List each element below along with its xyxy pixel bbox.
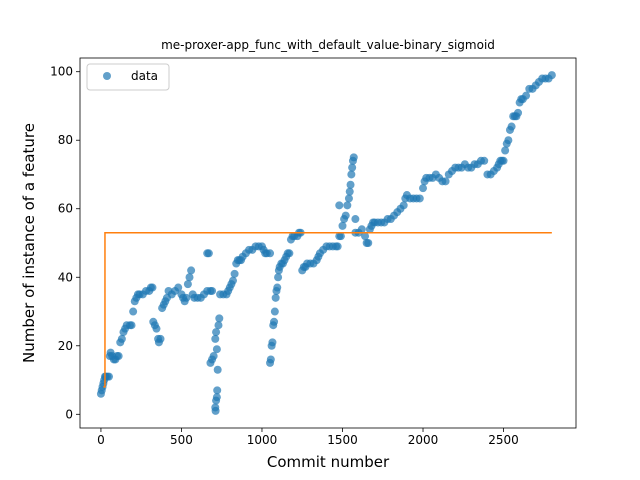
data-point xyxy=(212,345,221,354)
data-point xyxy=(399,201,408,210)
x-tick-label: 0 xyxy=(97,433,105,447)
y-tick-label: 40 xyxy=(58,270,73,284)
data-point xyxy=(441,177,450,186)
legend-box xyxy=(86,63,170,91)
data-point xyxy=(148,283,157,292)
data-point xyxy=(504,136,513,145)
y-axis-label: Number of instance of a feature xyxy=(20,123,38,363)
data-point xyxy=(507,122,516,131)
x-tick-label: 2000 xyxy=(408,433,439,447)
x-tick-label: 1000 xyxy=(247,433,278,447)
data-point xyxy=(415,194,424,203)
x-tick-label: 500 xyxy=(170,433,193,447)
data-point xyxy=(346,180,355,189)
y-tick-label: 60 xyxy=(58,202,73,216)
data-point xyxy=(152,324,161,333)
data-point xyxy=(357,225,366,234)
data-point xyxy=(419,184,428,193)
data-point xyxy=(345,187,354,196)
data-point xyxy=(364,239,373,247)
data-point xyxy=(268,338,277,347)
data-point xyxy=(499,156,508,165)
data-point xyxy=(514,108,523,117)
data-point xyxy=(230,269,239,278)
data-point xyxy=(213,365,222,374)
data-point xyxy=(344,194,353,203)
chart-title: me-proxer-app_func_with_default_value-bi… xyxy=(161,38,495,52)
data-point xyxy=(208,286,217,295)
data-point xyxy=(129,307,138,316)
data-point xyxy=(285,249,294,258)
data-point xyxy=(185,273,194,282)
data-point xyxy=(343,201,352,210)
axes-frame xyxy=(79,57,577,429)
data-point xyxy=(274,273,283,282)
data-point xyxy=(127,321,136,330)
data-point xyxy=(156,334,165,343)
data-point xyxy=(351,215,360,224)
legend: data xyxy=(86,63,170,91)
x-axis-label: Commit number xyxy=(267,453,390,471)
data-point xyxy=(187,266,196,275)
y-tick-label: 100 xyxy=(50,65,73,79)
data-point xyxy=(117,334,126,343)
data-point xyxy=(547,71,556,80)
data-point xyxy=(211,406,220,415)
data-point xyxy=(501,146,510,155)
data-point xyxy=(273,283,282,292)
x-tick-label: 1500 xyxy=(327,433,358,447)
data-point xyxy=(335,201,344,210)
data-point xyxy=(183,280,192,289)
data-point xyxy=(271,293,280,302)
data-point xyxy=(333,242,342,251)
data-point xyxy=(174,283,183,292)
data-point xyxy=(270,307,279,316)
data-point xyxy=(211,334,220,343)
series-layer xyxy=(96,71,556,415)
data-point xyxy=(341,211,350,220)
axes-layer: 0 500 1000 1500 2000 2500 0 20 40 60 80 100 xyxy=(50,57,577,447)
legend-marker-data xyxy=(103,72,111,80)
data-point xyxy=(114,352,123,361)
data-point xyxy=(270,317,279,326)
data-point xyxy=(338,221,347,230)
data-point xyxy=(215,314,224,323)
legend-label-data: data xyxy=(131,69,158,83)
y-tick-label: 0 xyxy=(65,407,73,421)
data-point xyxy=(336,232,345,241)
x-tick-label: 2500 xyxy=(488,433,519,447)
y-tick-label: 20 xyxy=(58,339,73,353)
y-tick-label: 80 xyxy=(58,133,73,147)
data-point xyxy=(347,170,356,179)
data-point xyxy=(480,156,489,165)
data-point xyxy=(228,276,237,285)
data-point xyxy=(209,352,218,361)
data-point xyxy=(182,293,191,302)
data-point xyxy=(349,153,358,162)
data-point xyxy=(104,372,113,381)
data-point xyxy=(522,91,531,100)
data-point xyxy=(214,321,223,330)
data-point xyxy=(348,163,357,172)
data-point xyxy=(266,355,275,364)
data-point xyxy=(266,249,275,258)
data-point xyxy=(212,328,221,337)
fit-line xyxy=(103,231,552,388)
data-point xyxy=(212,393,221,402)
data-point xyxy=(361,232,370,241)
data-point xyxy=(213,386,222,395)
data-point xyxy=(204,249,213,258)
